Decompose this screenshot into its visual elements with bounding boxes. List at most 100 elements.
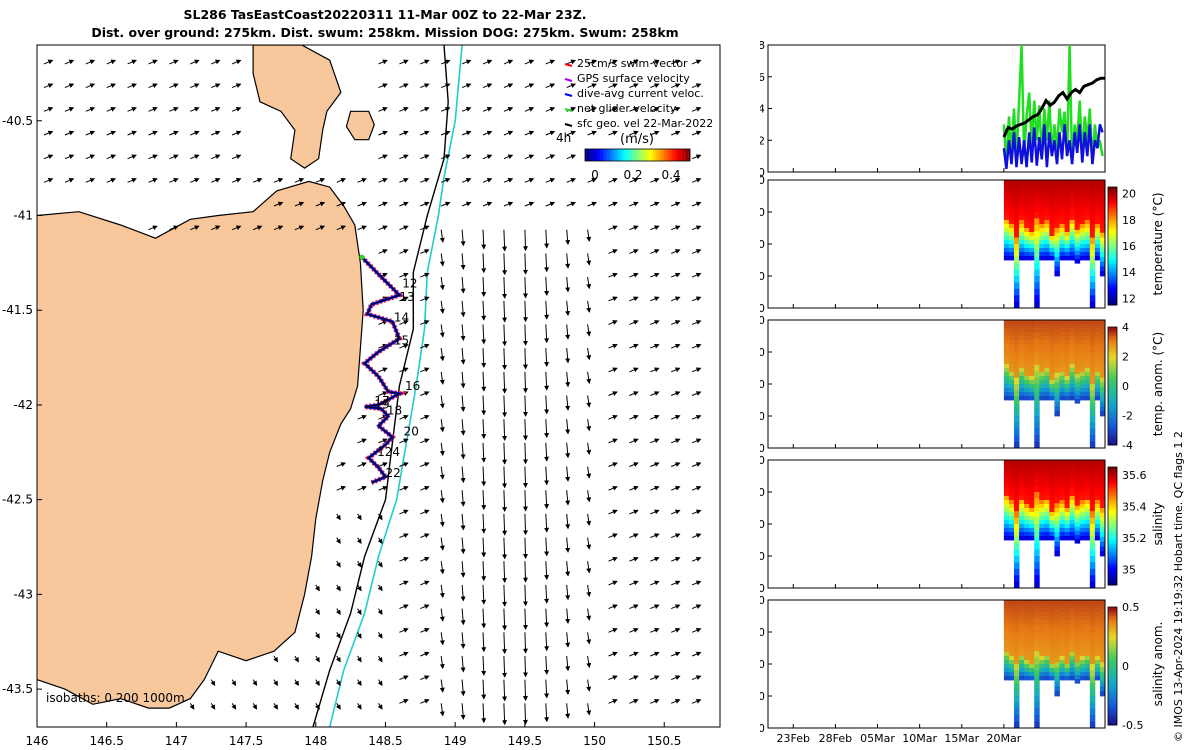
current-vector (439, 490, 445, 504)
heatmap-cell (1008, 244, 1015, 249)
heatmap-cell (1039, 204, 1045, 209)
heatmap-cell (1003, 224, 1010, 229)
heatmap-cell (1019, 384, 1025, 389)
current-vector (544, 253, 550, 273)
heatmap-cell (1049, 480, 1055, 485)
current-vector (211, 59, 221, 65)
heatmap-cell (1064, 508, 1071, 513)
heatmap-cell (1039, 232, 1045, 237)
current-vector (461, 201, 472, 207)
cbar-cell (1108, 642, 1117, 646)
heatmap-cell (1014, 416, 1020, 423)
heatmap-cell (1089, 231, 1096, 238)
cbar-tick-label: 4 (1122, 321, 1129, 334)
current-vector (356, 703, 362, 710)
heatmap-cell (1014, 358, 1020, 366)
heatmap-cell (1099, 488, 1106, 494)
depth-tick-label: 0 (760, 314, 765, 327)
current-vector (522, 324, 528, 346)
current-vector (85, 59, 96, 65)
heatmap-cell (1008, 656, 1015, 661)
heatmap-cell (1064, 480, 1071, 485)
current-vector (608, 438, 618, 444)
heatmap-cell (1094, 604, 1101, 609)
heatmap-cell (1039, 652, 1045, 657)
depth-tick-label: 150 (760, 410, 765, 423)
current-vector (586, 679, 592, 692)
heatmap-cell (1019, 340, 1025, 345)
current-vector (399, 675, 409, 681)
heatmap-cell (1059, 640, 1065, 645)
heatmap-cell (1024, 528, 1030, 533)
heatmap-cell (1099, 261, 1106, 267)
current-vector (586, 324, 592, 337)
current-vector (691, 580, 702, 586)
heatmap-cell (1019, 464, 1025, 469)
heatmap-cell (1034, 575, 1040, 582)
heatmap-cell (1029, 516, 1035, 521)
current-vector (252, 703, 258, 710)
heatmap-cell (1024, 348, 1030, 353)
current-vector (650, 651, 660, 657)
heatmap-cell (1074, 180, 1081, 185)
heatmap-cell (1034, 237, 1040, 245)
cbar-cell (1108, 570, 1117, 574)
cbar-cell (1108, 260, 1117, 265)
current-vector (522, 608, 528, 630)
heatmap-cell (1094, 208, 1101, 213)
heatmap-cell (1019, 380, 1025, 385)
current-vector (481, 513, 487, 534)
heatmap-cell (1039, 612, 1045, 617)
current-vector (503, 83, 514, 89)
cbar-cell (1108, 415, 1117, 419)
heatmap-cell (1024, 488, 1030, 493)
current-vector (566, 178, 577, 183)
heatmap-cell (1084, 532, 1091, 537)
heatmap-cell (1024, 644, 1030, 649)
heatmap-cell (1003, 232, 1010, 237)
heatmap-cell (1044, 512, 1050, 517)
heatmap-cell (1049, 248, 1055, 253)
heatmap-cell (1059, 200, 1065, 205)
heatmap-cell (1079, 668, 1086, 673)
current-vector (460, 395, 466, 412)
heatmap-cell (1079, 236, 1086, 241)
heatmap-cell (1034, 371, 1040, 378)
heatmap-cell (1014, 612, 1020, 620)
colorbar-cell (676, 149, 678, 161)
heatmap-cell (1054, 638, 1060, 644)
depth-tick-label: 200 (760, 722, 765, 735)
current-vector (608, 130, 618, 136)
heatmap-cell (1039, 620, 1045, 625)
title-line-2: Dist. over ground: 275km. Dist. swum: 25… (91, 25, 679, 40)
heatmap-cell (1059, 496, 1065, 501)
heatmap-cell (1069, 252, 1076, 257)
current-vector (544, 371, 550, 391)
current-vector (460, 277, 466, 294)
heatmap-cell (1049, 536, 1055, 541)
heatmap-cell (1099, 643, 1106, 649)
heatmap-cell (1003, 480, 1010, 485)
current-vector (629, 391, 639, 396)
current-vector (294, 201, 305, 207)
heatmap-cell (1049, 664, 1055, 669)
cbar-frame (1107, 606, 1118, 726)
current-vector (439, 608, 445, 622)
heatmap-cell (1054, 208, 1060, 214)
heatmap-cell (1044, 488, 1050, 493)
cbar-cell (1108, 657, 1117, 661)
current-vector (503, 130, 514, 136)
heatmap-cell (1094, 600, 1101, 605)
heatmap-cell (1069, 616, 1076, 621)
heatmap-cell (1044, 492, 1050, 497)
heatmap-cell (1039, 504, 1045, 509)
heatmap-cell (1064, 332, 1071, 337)
heatmap-cell (1064, 612, 1071, 617)
heatmap-cell (1054, 479, 1060, 485)
heatmap-cell (1089, 364, 1096, 372)
heatmap-cell (1014, 524, 1020, 531)
heatmap-cell (1094, 224, 1101, 229)
heatmap-cell (1074, 340, 1081, 346)
